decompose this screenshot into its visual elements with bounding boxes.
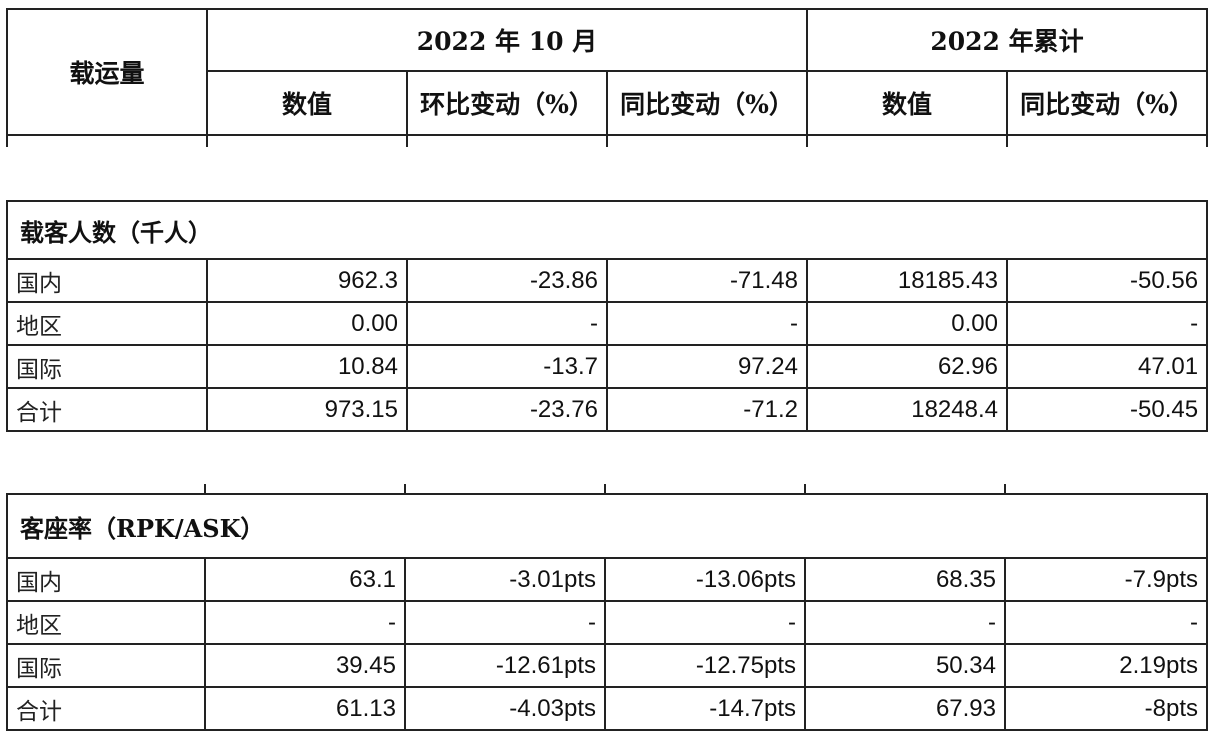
header-col-mom: 环比变动（%）: [406, 70, 608, 136]
cell-cum-value: 18185.43: [806, 258, 1008, 303]
passengers-table: 载客人数（千人） 国内 962.3 -23.86 -71.48 18185.43…: [5, 200, 1209, 432]
cell-yoy: -14.7pts: [604, 686, 806, 731]
cell-value: 39.45: [204, 643, 406, 688]
table-row: 国内 962.3 -23.86 -71.48 18185.43 -50.56: [6, 258, 1209, 303]
cell-value: 10.84: [206, 344, 408, 389]
cell-cum-value: -: [804, 600, 1006, 645]
cell-mom: -3.01pts: [404, 557, 606, 602]
cell-mom: -13.7: [406, 344, 608, 389]
table-row: 国际 10.84 -13.7 97.24 62.96 47.01: [6, 344, 1209, 389]
load-factor-table: 客座率（RPK/ASK） 国内 63.1 -3.01pts -13.06pts …: [6, 484, 1208, 731]
header-stub: [406, 134, 608, 147]
cell-yoy: -71.48: [606, 258, 808, 303]
header-group-cumulative: 2022 年累计: [806, 8, 1209, 72]
cell-yoy: 97.24: [606, 344, 808, 389]
cell-cum-yoy: 47.01: [1005, 344, 1209, 389]
cell-cum-value: 18248.4: [806, 387, 1008, 432]
cell-yoy: -12.75pts: [604, 643, 806, 688]
header-stub: [206, 134, 408, 147]
header-stub: [605, 134, 809, 147]
cell-yoy: -13.06pts: [604, 557, 806, 602]
table-row: 地区 0.00 - - 0.00 -: [6, 301, 1209, 346]
table-row: 国际 39.45 -12.61pts -12.75pts 50.34 2.19p…: [6, 643, 1208, 688]
header-col-value-cum: 数值: [806, 70, 1009, 136]
cell-cum-value: 67.93: [804, 686, 1006, 731]
cell-mom: -: [404, 600, 606, 645]
cell-value: 61.13: [204, 686, 406, 731]
cell-cum-yoy: -50.45: [1005, 387, 1209, 432]
cell-cum-value: 50.34: [804, 643, 1006, 688]
cell-cum-yoy: -8pts: [1004, 686, 1208, 731]
table-row: 国内 63.1 -3.01pts -13.06pts 68.35 -7.9pts: [6, 557, 1208, 602]
cell-yoy: -71.2: [606, 387, 808, 432]
table-row: 合计 973.15 -23.76 -71.2 18248.4 -50.45: [6, 387, 1209, 432]
stub: [404, 484, 606, 494]
header-row-label: 载运量: [6, 8, 208, 135]
cell-mom: -23.76: [406, 387, 608, 432]
stub: [1004, 484, 1207, 494]
row-label: 国内: [6, 557, 206, 602]
stub: [804, 484, 1006, 494]
cell-cum-value: 0.00: [806, 301, 1008, 346]
cell-cum-value: 62.96: [806, 344, 1008, 389]
load-factor-title: 客座率（RPK/ASK）: [6, 493, 1208, 559]
cell-yoy: -: [604, 600, 806, 645]
cell-value: 973.15: [206, 387, 408, 432]
table-row: 地区 - - - - -: [6, 600, 1208, 645]
header-col-yoy: 同比变动（%）: [605, 70, 809, 136]
row-label: 地区: [6, 600, 206, 645]
header-stub: [1006, 134, 1209, 147]
header-col-value: 数值: [206, 70, 408, 136]
header-stub: [806, 134, 1009, 147]
cell-mom: -4.03pts: [404, 686, 606, 731]
cell-value: 0.00: [206, 301, 408, 346]
cell-value: -: [204, 600, 406, 645]
row-label: 国际: [6, 344, 208, 389]
cell-cum-yoy: -50.56: [1005, 258, 1209, 303]
table-row: 合计 61.13 -4.03pts -14.7pts 67.93 -8pts: [6, 686, 1208, 731]
cell-cum-yoy: 2.19pts: [1004, 643, 1208, 688]
row-label: 国内: [6, 258, 208, 303]
row-label: 合计: [6, 686, 206, 731]
row-label: 合计: [6, 387, 208, 432]
cell-mom: -23.86: [406, 258, 608, 303]
header-col-yoy-cum: 同比变动（%）: [1006, 70, 1209, 136]
cell-mom: -: [406, 301, 608, 346]
cell-cum-value: 68.35: [804, 557, 1006, 602]
stub: [7, 484, 206, 494]
cell-mom: -12.61pts: [404, 643, 606, 688]
cell-cum-yoy: -: [1004, 600, 1208, 645]
header-table: 载运量 2022 年 10 月 2022 年累计 数值 环比变动（%） 同比变动…: [6, 8, 1209, 147]
header-group-month: 2022 年 10 月: [205, 8, 809, 72]
cell-value: 962.3: [206, 258, 408, 303]
header-stub: [6, 134, 208, 147]
row-label: 地区: [6, 301, 208, 346]
cell-cum-yoy: -7.9pts: [1004, 557, 1208, 602]
passengers-title: 载客人数（千人）: [5, 200, 1209, 260]
row-label: 国际: [6, 643, 206, 688]
cell-cum-yoy: -: [1005, 301, 1209, 346]
stub: [204, 484, 406, 494]
cell-value: 63.1: [204, 557, 406, 602]
cell-yoy: -: [606, 301, 808, 346]
stub: [604, 484, 806, 494]
